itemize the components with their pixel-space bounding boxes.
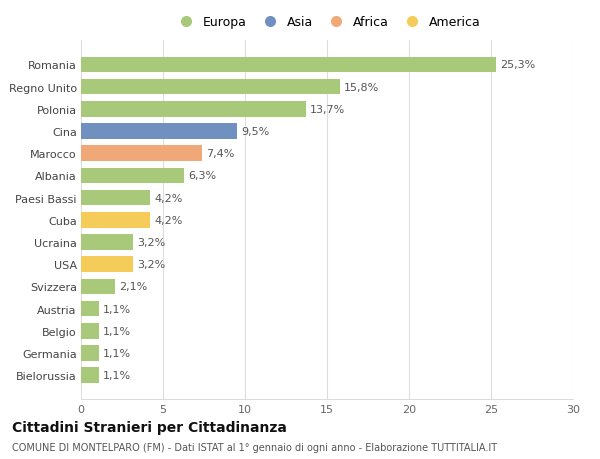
Legend: Europa, Asia, Africa, America: Europa, Asia, Africa, America [170,13,484,32]
Text: 3,2%: 3,2% [137,237,166,247]
Bar [81,80,340,95]
Bar [81,146,202,162]
Text: 4,2%: 4,2% [154,215,182,225]
Text: 1,1%: 1,1% [103,326,131,336]
Text: COMUNE DI MONTELPARO (FM) - Dati ISTAT al 1° gennaio di ogni anno - Elaborazione: COMUNE DI MONTELPARO (FM) - Dati ISTAT a… [12,442,497,452]
Bar [81,346,99,361]
Text: 3,2%: 3,2% [137,260,166,269]
Bar [81,235,133,250]
Bar [81,213,150,228]
Bar [81,168,184,184]
Bar [81,190,150,206]
Bar [81,257,133,272]
Text: 6,3%: 6,3% [188,171,217,181]
Text: 1,1%: 1,1% [103,304,131,314]
Bar [81,279,115,295]
Text: Cittadini Stranieri per Cittadinanza: Cittadini Stranieri per Cittadinanza [12,420,287,434]
Text: 9,5%: 9,5% [241,127,269,137]
Text: 15,8%: 15,8% [344,83,379,92]
Bar [81,57,496,73]
Bar [81,124,237,140]
Bar [81,301,99,317]
Text: 1,1%: 1,1% [103,370,131,381]
Text: 13,7%: 13,7% [310,105,345,115]
Bar [81,102,305,118]
Text: 1,1%: 1,1% [103,348,131,358]
Text: 4,2%: 4,2% [154,193,182,203]
Text: 7,4%: 7,4% [206,149,235,159]
Text: 25,3%: 25,3% [500,60,535,70]
Bar [81,323,99,339]
Bar [81,368,99,383]
Text: 2,1%: 2,1% [119,282,148,292]
